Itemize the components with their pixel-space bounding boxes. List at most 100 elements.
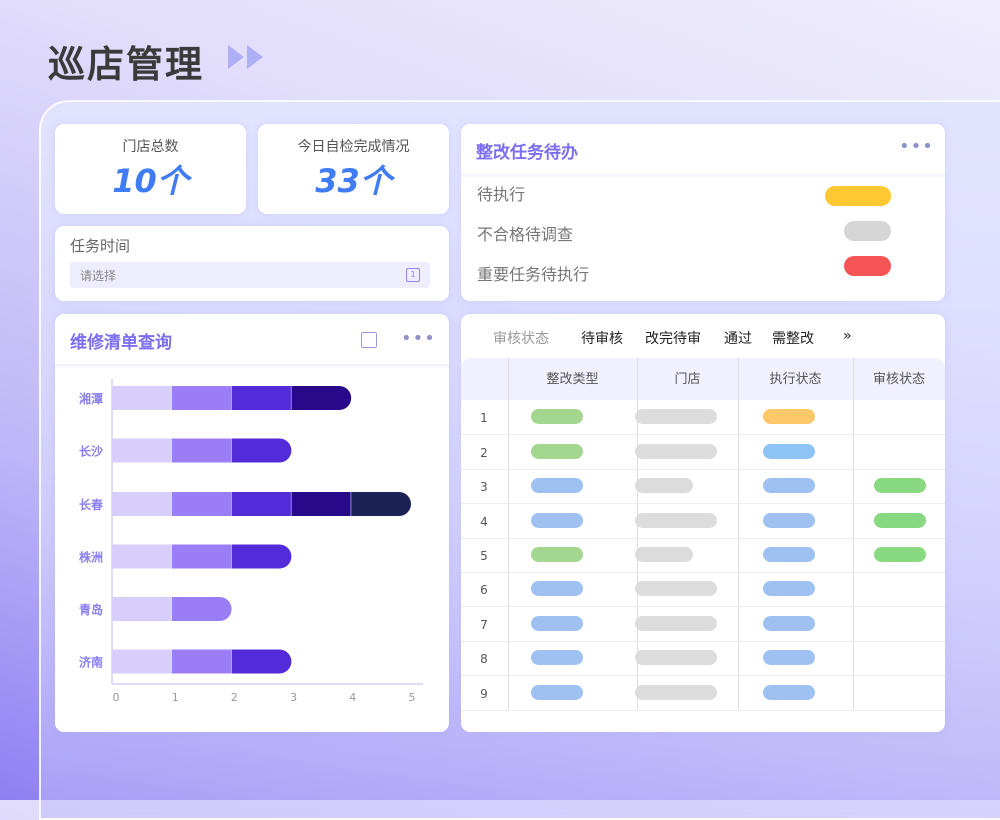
repair-list-card: 维修清单查询 ••• 湘潭 长沙 长春 株洲 青岛 济南 0 1 2 3 4 5 bbox=[55, 314, 449, 732]
column-header: 门店 bbox=[674, 372, 701, 387]
bar-segment bbox=[291, 492, 351, 516]
bar-segment bbox=[112, 544, 172, 569]
row-index: 5 bbox=[480, 549, 488, 563]
rectify-type-pill bbox=[531, 478, 583, 493]
table-row[interactable]: 3 bbox=[461, 469, 945, 504]
share-export-icon[interactable] bbox=[361, 332, 377, 348]
more-horizontal-icon[interactable]: ••• bbox=[401, 328, 436, 349]
store-pill bbox=[635, 409, 717, 424]
stat-value: 33个 bbox=[315, 162, 392, 200]
filter-fixed-pending[interactable]: 改完待审 bbox=[645, 331, 701, 347]
rectify-type-pill bbox=[531, 650, 583, 665]
column-header: 审核状态 bbox=[872, 372, 925, 387]
calendar-icon[interactable]: 1 bbox=[406, 268, 420, 282]
review-status-pill bbox=[874, 547, 926, 562]
task-time-label: 任务时间 bbox=[70, 237, 131, 255]
todo-item-label[interactable]: 待执行 bbox=[477, 185, 526, 204]
bar-segment bbox=[112, 386, 172, 410]
bar-segment bbox=[231, 649, 292, 674]
todo-item-label[interactable]: 不合格待调查 bbox=[477, 225, 574, 244]
store-pill bbox=[635, 547, 693, 562]
rectify-type-pill bbox=[531, 443, 583, 459]
store-pill bbox=[635, 615, 717, 631]
table-row[interactable]: 7 bbox=[461, 607, 945, 642]
bar-segment bbox=[112, 649, 172, 674]
exec-status-pill bbox=[763, 547, 815, 562]
store-pill bbox=[635, 581, 717, 596]
category-label: 济南 bbox=[79, 655, 103, 670]
exec-status-pill bbox=[763, 581, 815, 596]
filter-pending[interactable]: 待审核 bbox=[581, 331, 623, 347]
category-label: 长春 bbox=[79, 497, 104, 512]
exec-status-pill bbox=[763, 409, 815, 424]
bar-segment bbox=[231, 438, 292, 463]
rectify-type-pill bbox=[531, 512, 583, 528]
rectify-type-pill bbox=[531, 615, 583, 631]
x-tick-label: 0 bbox=[113, 691, 120, 704]
exec-status-pill bbox=[763, 615, 815, 631]
more-horizontal-icon[interactable]: ••• bbox=[899, 136, 934, 157]
stat-label: 门店总数 bbox=[122, 139, 179, 155]
rectify-todo-card: 整改任务待办 ••• 待执行 不合格待调查 重要任务待执行 bbox=[461, 124, 945, 301]
rectify-type-pill bbox=[531, 581, 583, 596]
filter-need-fix[interactable]: 需整改 bbox=[772, 331, 814, 347]
filter-passed[interactable]: 通过 bbox=[724, 331, 752, 347]
todo-status-pill bbox=[825, 186, 891, 206]
row-index: 6 bbox=[480, 583, 488, 597]
rectify-type-pill bbox=[531, 684, 583, 700]
card-title: 整改任务待办 bbox=[476, 143, 578, 163]
row-index: 3 bbox=[480, 480, 488, 494]
row-index: 4 bbox=[480, 514, 488, 529]
bar-segment bbox=[171, 649, 232, 674]
triangle-right-icon bbox=[247, 45, 263, 69]
exec-status-pill bbox=[763, 478, 815, 493]
stat-value: 10个 bbox=[112, 162, 189, 200]
review-table-card: 审核状态 待审核 改完待审 通过 需整改 » 整改类型 门店 执行状态 审核状态… bbox=[461, 314, 945, 732]
table-row[interactable]: 1 bbox=[461, 400, 945, 435]
page-title: 巡店管理 bbox=[48, 43, 204, 86]
review-status-pill bbox=[874, 512, 926, 528]
x-tick-label: 5 bbox=[409, 691, 416, 704]
more-filters-icon[interactable]: » bbox=[843, 328, 852, 344]
store-total-card: 门店总数 10个 bbox=[55, 124, 246, 214]
row-index: 1 bbox=[480, 411, 488, 425]
exec-status-pill bbox=[763, 512, 815, 528]
category-label: 湘潭 bbox=[79, 391, 103, 406]
table-header: 整改类型 门店 执行状态 审核状态 bbox=[461, 358, 945, 400]
store-pill bbox=[635, 684, 717, 700]
table-row[interactable]: 2 bbox=[461, 435, 945, 470]
filter-label: 审核状态 bbox=[493, 331, 549, 347]
row-index: 8 bbox=[480, 652, 488, 666]
category-label: 青岛 bbox=[79, 602, 103, 617]
row-index: 9 bbox=[480, 686, 488, 701]
table-row[interactable]: 6 bbox=[461, 572, 945, 607]
todo-item-label[interactable]: 重要任务待执行 bbox=[477, 265, 590, 284]
column-header: 执行状态 bbox=[769, 372, 822, 387]
bar-segment bbox=[231, 386, 291, 410]
table-row[interactable]: 9 bbox=[461, 676, 945, 711]
row-index: 7 bbox=[480, 617, 488, 632]
bar-segment bbox=[171, 544, 232, 569]
x-tick-label: 1 bbox=[172, 691, 179, 704]
category-label: 长沙 bbox=[79, 444, 103, 459]
x-tick-label: 3 bbox=[290, 691, 297, 704]
stat-label: 今日自检完成情况 bbox=[297, 139, 410, 155]
bar-segment bbox=[231, 492, 291, 516]
task-time-picker[interactable]: 请选择 1 bbox=[70, 262, 430, 288]
bar-segment bbox=[291, 386, 352, 410]
category-label: 株洲 bbox=[79, 550, 103, 565]
column-header: 整改类型 bbox=[546, 372, 599, 387]
row-index: 2 bbox=[480, 445, 488, 460]
exec-status-pill bbox=[763, 650, 815, 665]
table-row[interactable]: 8 bbox=[461, 641, 945, 676]
bar-segment bbox=[112, 438, 172, 463]
store-pill bbox=[635, 443, 717, 459]
table-row[interactable]: 4 bbox=[461, 504, 945, 539]
bar-segment bbox=[171, 386, 232, 410]
bar-segment bbox=[171, 597, 232, 621]
todo-status-pill bbox=[844, 221, 891, 241]
task-time-card: 任务时间 请选择 1 bbox=[55, 226, 449, 301]
bar-segment bbox=[351, 492, 411, 516]
table-row[interactable]: 5 bbox=[461, 538, 945, 573]
